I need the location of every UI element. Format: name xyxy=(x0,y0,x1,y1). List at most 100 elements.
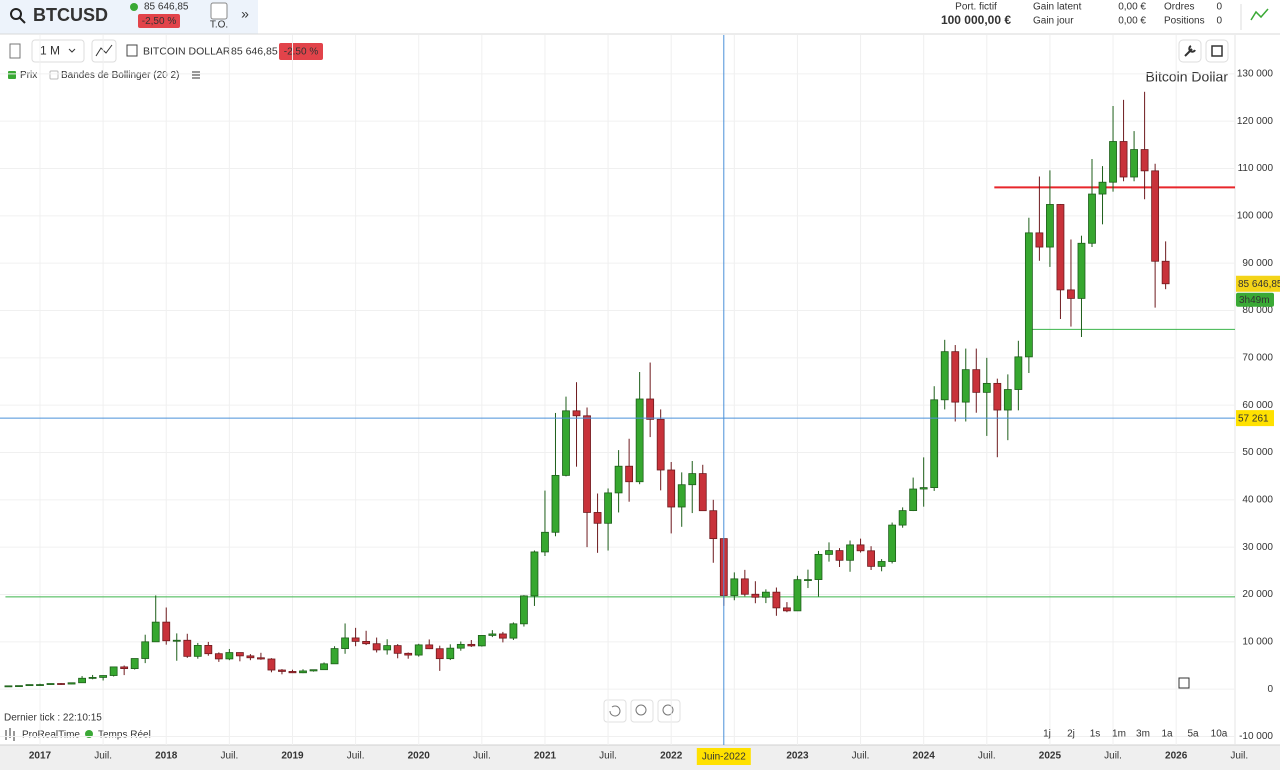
candle-body xyxy=(88,677,97,679)
toolbar-price: 85 646,85 xyxy=(231,45,278,57)
period: 1 M xyxy=(40,44,60,58)
candle-body xyxy=(1098,181,1107,195)
candle-body xyxy=(120,666,129,670)
search-icon[interactable] xyxy=(10,8,22,20)
countdown: 3h49m xyxy=(1239,295,1270,306)
x-tick-label: Juil. xyxy=(978,751,996,762)
candle-body xyxy=(1046,204,1054,248)
candle-body xyxy=(467,643,476,647)
y-tick-label: 120 000 xyxy=(1237,116,1274,127)
candle-body xyxy=(1077,242,1086,299)
candle-body xyxy=(278,669,286,672)
legend-swatch[interactable] xyxy=(8,71,16,79)
y-tick-label: 20 000 xyxy=(1242,589,1273,600)
window-button[interactable] xyxy=(1205,39,1229,63)
candle-body xyxy=(604,492,612,524)
range-button[interactable]: 3m xyxy=(1136,729,1150,740)
candle-body xyxy=(15,685,23,688)
candle-body xyxy=(414,644,423,656)
range-button[interactable]: 1s xyxy=(1090,729,1101,740)
gain-latent: 0,00 € xyxy=(1118,2,1146,13)
range-button[interactable]: 1a xyxy=(1161,729,1173,740)
candle-body xyxy=(288,671,297,674)
y-tick-label: 30 000 xyxy=(1242,542,1273,553)
range-button[interactable]: 2j xyxy=(1067,729,1075,740)
x-tick-label: Juil. xyxy=(473,751,491,762)
y-tick-label: 70 000 xyxy=(1242,352,1273,363)
candle-body xyxy=(383,645,392,651)
last-price-badge xyxy=(1236,275,1280,292)
window-icon xyxy=(1211,45,1223,57)
layout-icon[interactable] xyxy=(9,43,21,59)
candle-body xyxy=(835,550,844,561)
period-select[interactable] xyxy=(31,39,85,63)
candle-body xyxy=(235,652,244,657)
y-tick-label: 90 000 xyxy=(1242,258,1273,269)
candle-body xyxy=(698,473,707,512)
crosshair-y-badge xyxy=(1236,410,1274,427)
legend-item: Prix xyxy=(20,70,37,81)
candle-body xyxy=(172,639,181,642)
zoom-in[interactable] xyxy=(657,699,681,723)
info-box[interactable] xyxy=(1178,677,1190,689)
portfolio-label: Port. fictif xyxy=(955,2,997,13)
header-price: 85 646,85 xyxy=(144,2,189,13)
candle-body xyxy=(509,623,518,639)
portfolio-value: 100 000,00 € xyxy=(941,13,1011,27)
list-icon[interactable] xyxy=(192,71,200,79)
candle-body xyxy=(1130,149,1138,178)
candle-body xyxy=(299,670,307,674)
candle-body xyxy=(520,595,528,625)
x-tick-label: Juil. xyxy=(347,751,365,762)
range-button[interactable]: 1m xyxy=(1112,729,1126,740)
last-tick: Dernier tick : 22:10:15 xyxy=(4,713,102,724)
y-tick-label: -10 000 xyxy=(1239,731,1273,742)
candle-body xyxy=(877,561,886,567)
x-tick-label: 2025 xyxy=(1039,751,1062,762)
candle-body xyxy=(730,578,739,596)
gain-latent-label: Gain latent xyxy=(1033,2,1082,13)
range-button[interactable]: 5a xyxy=(1187,729,1199,740)
plot xyxy=(0,35,1235,745)
x-tick-label: Juil. xyxy=(220,751,238,762)
zoom-out[interactable] xyxy=(630,699,654,723)
candle-body xyxy=(1014,356,1023,390)
range-button[interactable]: 1j xyxy=(1043,729,1051,740)
toolbar-change: -2.50 % xyxy=(284,47,319,58)
candle-body xyxy=(341,637,349,649)
candle-body xyxy=(351,637,360,642)
range-button[interactable]: 10a xyxy=(1211,729,1228,740)
expand[interactable]: » xyxy=(241,6,249,22)
y-tick-label: 100 000 xyxy=(1237,210,1274,221)
zoom-out-icon xyxy=(635,704,647,716)
candle-body xyxy=(667,469,676,508)
candle-body xyxy=(193,645,202,657)
candle-body xyxy=(46,683,55,685)
legend-swatch[interactable] xyxy=(49,70,59,80)
candle-body xyxy=(1151,170,1160,262)
x-tick-label: 2017 xyxy=(29,751,52,762)
panel-icon[interactable] xyxy=(1250,8,1269,21)
x-tick-label: 2023 xyxy=(786,751,809,762)
candle-body xyxy=(677,484,686,508)
candle-body xyxy=(257,657,265,660)
candle-body xyxy=(646,398,655,420)
candle-body xyxy=(867,550,875,567)
candle-body xyxy=(919,487,928,490)
symbol[interactable]: BTCUSD xyxy=(33,5,108,25)
candle-body xyxy=(583,415,591,513)
candle-body xyxy=(972,369,981,393)
candle-body xyxy=(909,488,918,512)
candle-body xyxy=(78,677,86,684)
candle-body xyxy=(1035,232,1044,248)
candle-body xyxy=(541,531,549,553)
info-icon[interactable] xyxy=(126,44,138,57)
candle-body xyxy=(446,647,455,660)
legend-item: Bandes de Bollinger (20 2) xyxy=(61,70,179,81)
candle-body xyxy=(25,684,34,687)
candle-body xyxy=(435,648,444,660)
reset-button[interactable] xyxy=(603,699,627,723)
to-icon[interactable] xyxy=(210,2,228,20)
